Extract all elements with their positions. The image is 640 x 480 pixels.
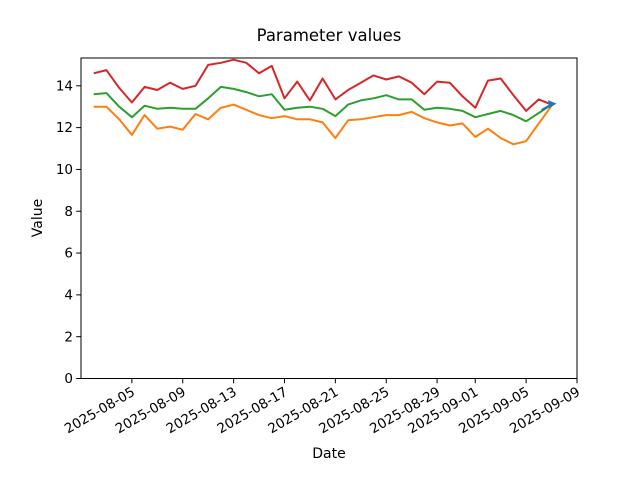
- y-tick-label: 0: [64, 371, 73, 387]
- y-tick-label: 14: [56, 78, 73, 94]
- y-tick-label: 4: [64, 287, 73, 303]
- axes-frame: [80, 57, 578, 379]
- y-tick-label: 6: [64, 246, 73, 262]
- y-tick-label: 10: [56, 162, 73, 178]
- x-axis-label: Date: [312, 446, 346, 462]
- chart-title: Parameter values: [256, 26, 402, 45]
- y-axis-label: Value: [30, 198, 46, 238]
- series-line-lower-orange: [93, 103, 553, 146]
- y-tick-label: 2: [64, 329, 73, 345]
- y-tick-label: 8: [64, 204, 73, 220]
- series-line-upper-red: [93, 58, 552, 112]
- end-marker-arrow-head: [548, 100, 557, 109]
- series-line-middle-green: [93, 85, 553, 123]
- y-tick-label: 12: [56, 120, 73, 136]
